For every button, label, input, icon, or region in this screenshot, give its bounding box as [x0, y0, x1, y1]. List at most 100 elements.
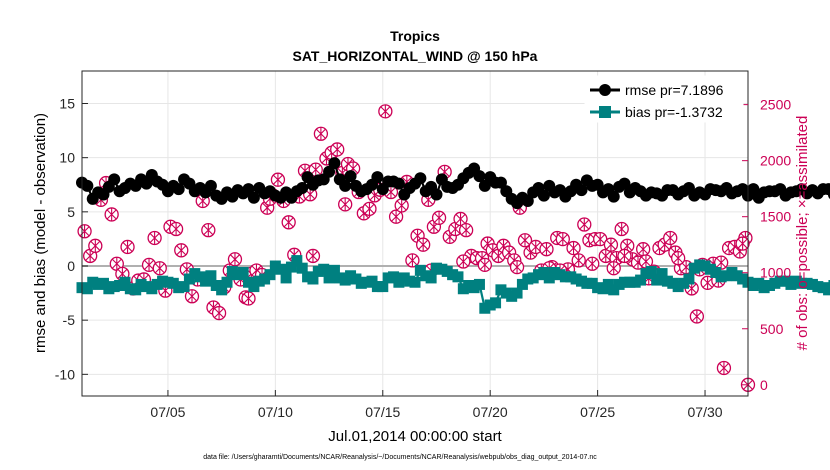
bias-point [473, 278, 485, 290]
obs-point [585, 256, 600, 271]
bias-point [318, 263, 330, 275]
y-tick-label: 15 [59, 96, 75, 112]
bias-point [328, 264, 340, 276]
rmse-point [140, 177, 153, 190]
obs-point [663, 230, 678, 246]
y2-tick-label: 1500 [760, 209, 791, 225]
obs-point [509, 259, 525, 275]
bias-point [216, 284, 228, 296]
obs-point [517, 233, 533, 248]
y2-tick-label: 1000 [760, 265, 791, 281]
obs-point [281, 215, 296, 230]
obs-point [577, 217, 592, 232]
rmse-point [328, 157, 341, 170]
rmse-point [344, 170, 357, 183]
obs-point [405, 253, 420, 268]
obs-point [598, 248, 613, 264]
y2-tick-label: 500 [760, 321, 784, 337]
bias-point [280, 272, 292, 284]
plot-frame [81, 70, 749, 397]
rmse-point [81, 179, 94, 192]
legend-rmse-label: rmse pr=7.1896 [625, 82, 724, 98]
bias-point [323, 272, 335, 284]
rmse-point [618, 177, 631, 190]
rmse-point [296, 182, 309, 194]
x-tick-label: 07/05 [150, 404, 185, 420]
bias-point [296, 262, 308, 274]
obs-point [477, 257, 492, 273]
bias-point [237, 267, 249, 278]
bias-point [425, 272, 437, 284]
obs-point [555, 231, 570, 247]
bias-point [511, 287, 523, 299]
obs-point [388, 209, 404, 224]
y-tick-label: 5 [67, 204, 75, 220]
bias-point [178, 281, 190, 293]
bias-point [635, 274, 647, 286]
legend-rmse-marker [599, 84, 611, 96]
rmse-point [827, 189, 830, 200]
obs-point [571, 253, 586, 268]
bias-point [452, 271, 464, 283]
rmse-point [473, 170, 486, 183]
x-tick-label: 07/15 [365, 404, 400, 420]
bias-point [651, 274, 663, 286]
bias-point [377, 281, 389, 293]
rmse-point [521, 195, 534, 207]
obs-point [109, 256, 124, 271]
obs-point [227, 252, 243, 267]
rmse-point [430, 188, 443, 201]
bias-point [307, 273, 319, 285]
rmse-point [204, 179, 217, 192]
y-axis-left: -10 -5 0 5 10 15 [55, 96, 88, 382]
obs-point [241, 291, 256, 306]
obs-point [416, 237, 431, 252]
rmse-point [747, 183, 760, 196]
x-axis-label: Jul.01,2014 00:00:00 start [328, 428, 502, 445]
rmse-point [371, 171, 384, 184]
rmse-point [247, 191, 260, 204]
obs-point [614, 221, 629, 237]
bias-point [291, 255, 303, 267]
obs-point [120, 239, 135, 255]
y2-tick-label: 2500 [760, 97, 791, 113]
rmse-point [172, 183, 185, 196]
rmse-point [339, 179, 352, 192]
bias-point [205, 270, 217, 282]
obs-point [716, 360, 732, 376]
y-axis-right: 0 500 1000 1500 2000 2500 [742, 97, 791, 393]
rmse-point [392, 177, 405, 190]
chart-title: Tropics [390, 28, 440, 44]
y-tick-label: -5 [63, 312, 76, 328]
bias-point [221, 276, 233, 288]
bias-series [76, 255, 830, 314]
y-tick-label: 0 [67, 258, 75, 274]
rmse-point [478, 179, 491, 192]
legend: rmse pr=7.1896 bias pr=-1.3732 [584, 75, 744, 123]
bias-point [119, 276, 131, 288]
obs-point [689, 309, 705, 324]
rmse-point [323, 165, 336, 178]
obs-point [330, 142, 345, 157]
obs-point [338, 197, 353, 212]
obs-point [539, 242, 554, 257]
x-tick-label: 07/25 [580, 404, 615, 420]
rmse-point [537, 189, 550, 202]
obs-point [88, 238, 103, 253]
y2-tick-label: 0 [760, 377, 768, 393]
obs-point [305, 248, 321, 264]
obs-point [184, 289, 200, 304]
legend-box [584, 75, 744, 123]
obs-point [378, 104, 393, 119]
rmse-point [607, 190, 620, 203]
x-tick-label: 07/30 [688, 404, 723, 420]
bias-point [490, 297, 502, 309]
rmse-point [414, 172, 427, 185]
rmse-point [575, 184, 588, 197]
obs-point [636, 242, 651, 257]
obs-point [174, 243, 189, 258]
rmse-series [76, 157, 830, 210]
obs-point [211, 305, 227, 321]
bias-point [275, 263, 287, 275]
